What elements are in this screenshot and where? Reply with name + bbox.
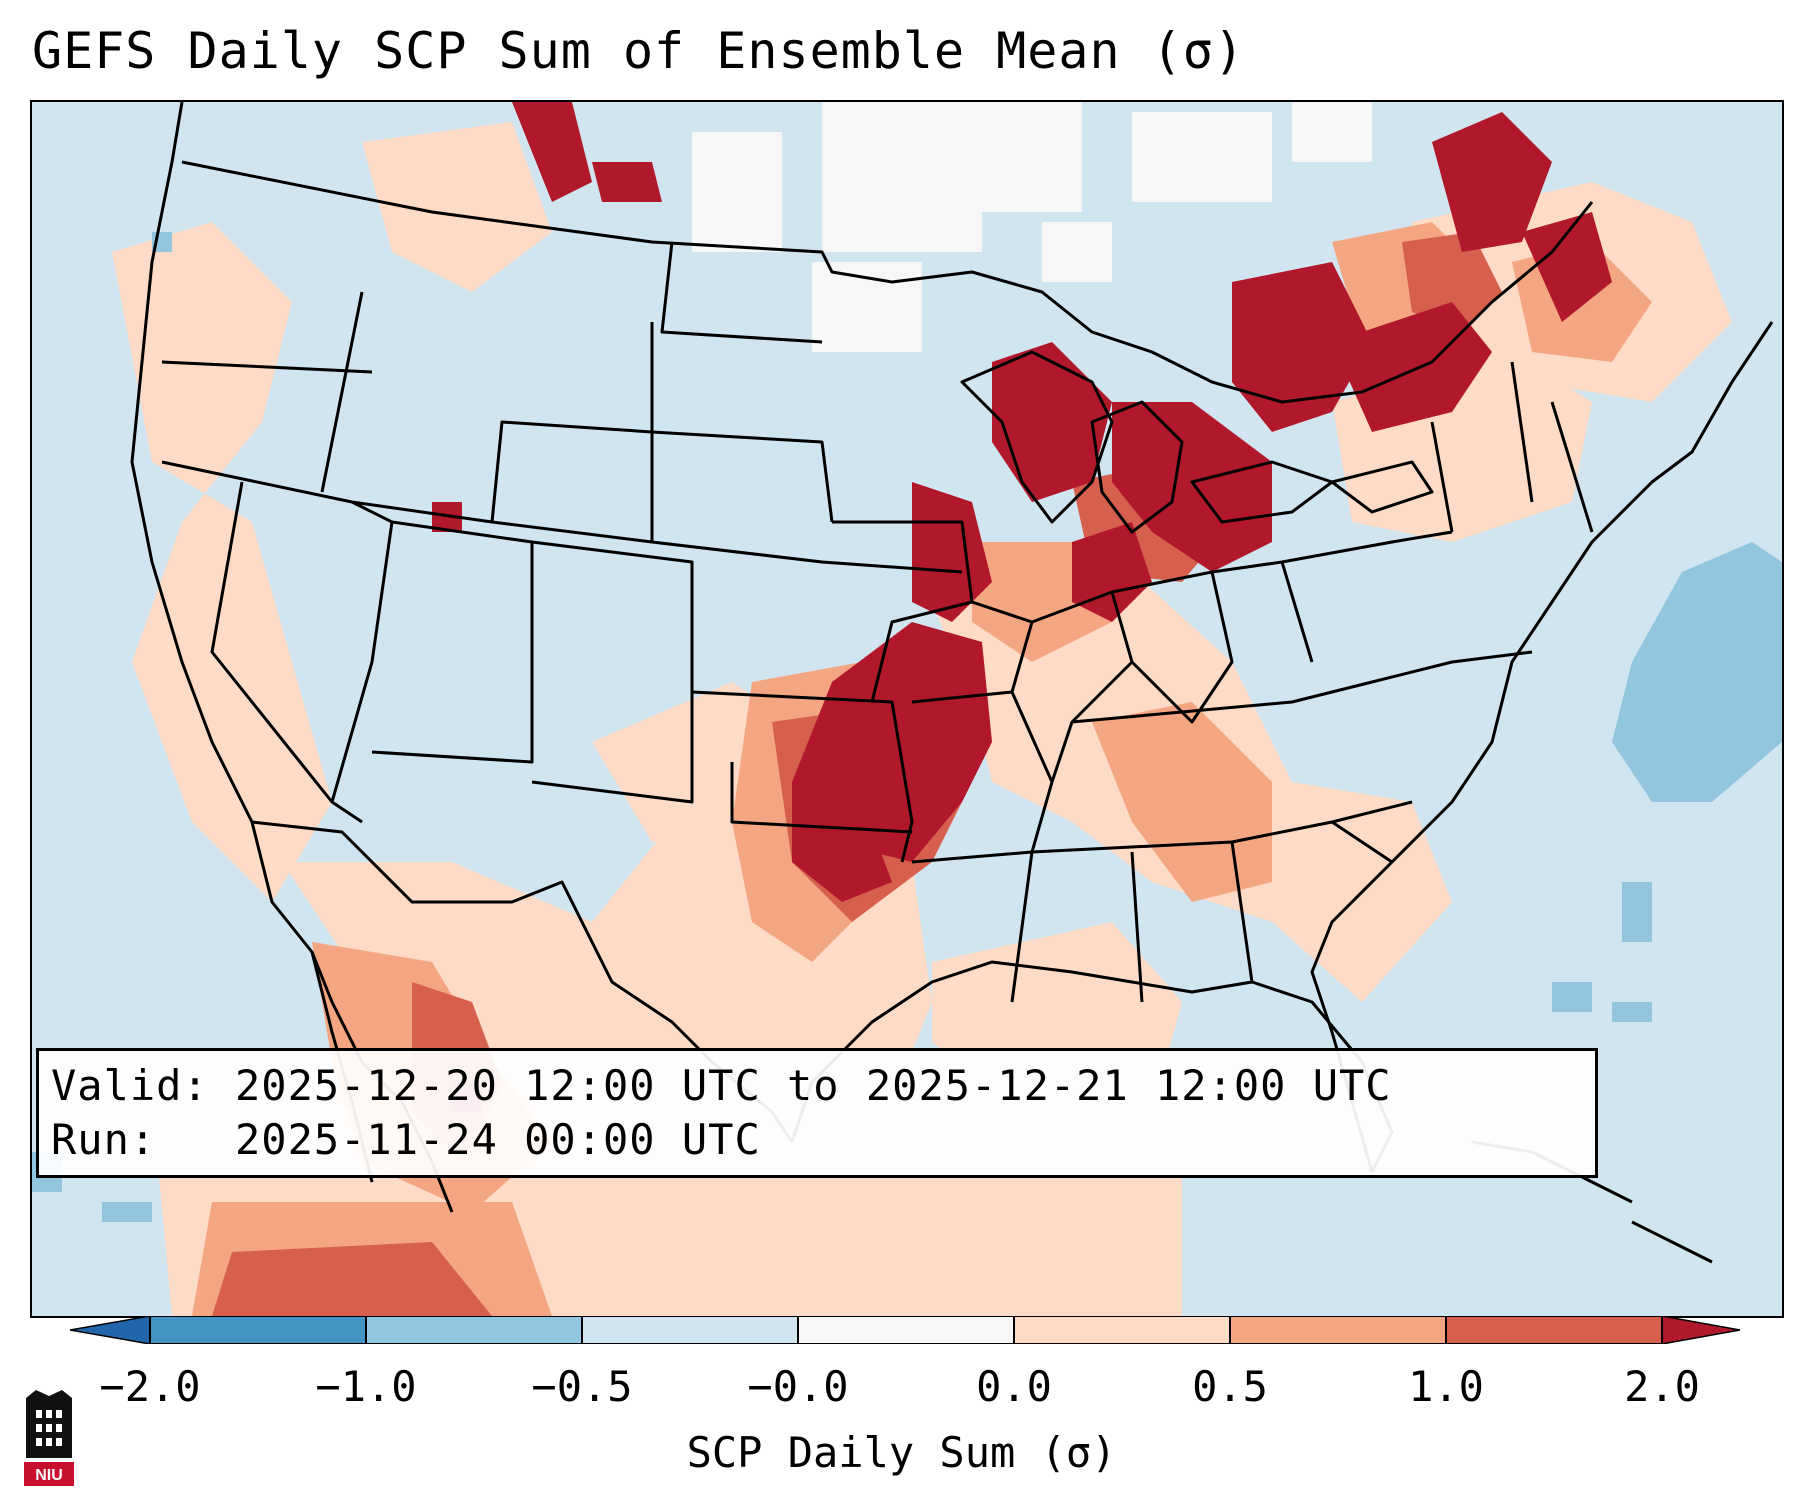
colorbar-tick: −1.0 [315,1362,417,1411]
scp-field-layer [32,102,1782,1316]
great-lakes [960,350,1434,534]
atlantic-coast [1310,321,1774,1173]
state-borders [161,241,1594,1003]
colorbar-over-arrow [1661,1316,1740,1344]
near-zero-areas [692,102,1372,352]
colorbar-bin-5 [1014,1316,1230,1344]
valid-time-box: Valid: 2025-12-20 12:00 UTC to 2025-12-2… [36,1048,1598,1178]
basemap-lines [130,102,1774,1264]
colorbar-tick: 0.0 [976,1362,1052,1411]
colorbar-tick: 0.5 [1192,1362,1268,1411]
colorbar-under-arrow [70,1316,151,1344]
colorbar-tick: 1.0 [1408,1362,1484,1411]
pacific-coast [130,102,374,1183]
colorbar-tick: −2.0 [99,1362,201,1411]
very-strong-positive-areas [432,102,1612,1112]
canada-border [181,160,1594,404]
colorbar-bin-7 [1446,1316,1662,1344]
colorbar-tick: −0.5 [531,1362,633,1411]
map-title: GEFS Daily SCP Sum of Ensemble Mean (σ) [32,22,1245,80]
colorbar-label: SCP Daily Sum (σ) [686,1428,1117,1477]
niu-logo-icon: NIU [24,1390,74,1486]
run-time-text: Run: 2025-11-24 00:00 UTC [51,1115,761,1164]
colorbar-tick: −0.0 [747,1362,849,1411]
colorbar-tick: 2.0 [1624,1362,1700,1411]
valid-time-text: Valid: 2025-12-20 12:00 UTC to 2025-12-2… [51,1061,1392,1110]
colorbar-bin-3 [582,1316,798,1344]
colorbar-bin-1 [150,1316,366,1344]
colorbar-bin-2 [366,1316,582,1344]
colorbar-bin-4 [798,1316,1014,1344]
colorbar-bin-6 [1230,1316,1446,1344]
niu-logo-text: NIU [35,1467,63,1484]
colorbar [70,1316,1740,1344]
